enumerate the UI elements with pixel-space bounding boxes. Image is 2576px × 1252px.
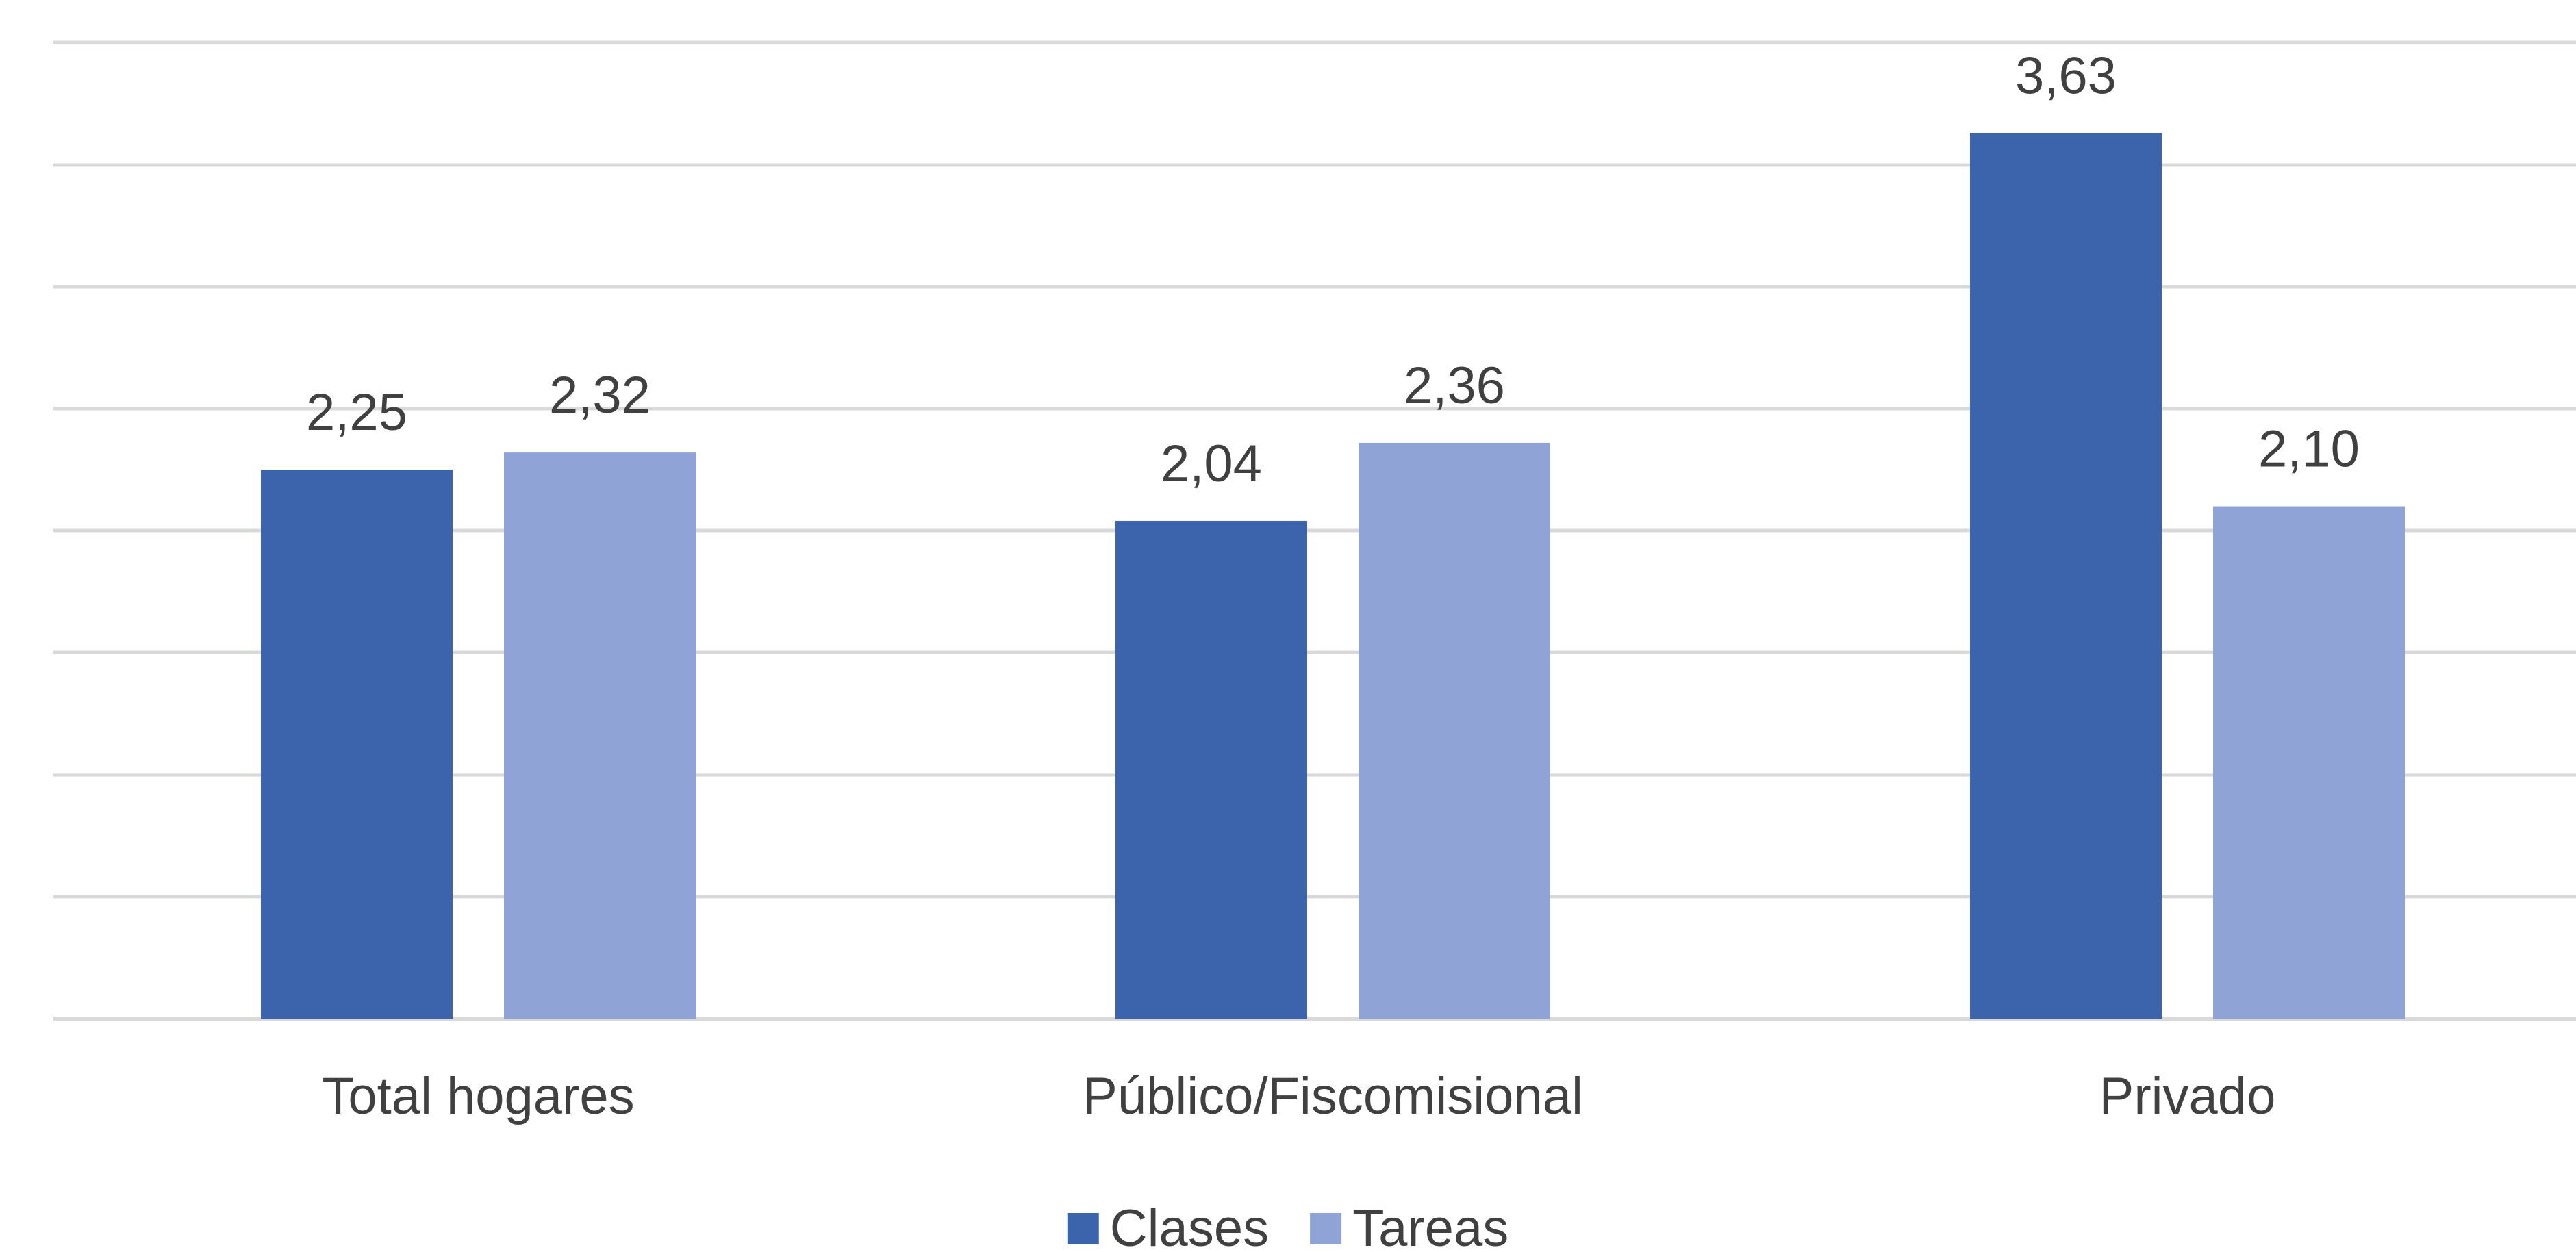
data-label: 2,10	[2258, 420, 2360, 478]
bar-clases-0	[261, 470, 453, 1019]
category-label: Público/Fiscomisional	[1083, 1067, 1583, 1125]
data-label: 3,63	[2015, 47, 2117, 105]
bars	[261, 133, 2405, 1019]
category-label: Privado	[2099, 1067, 2276, 1125]
data-label: 2,32	[549, 366, 651, 424]
bar-clases-1	[1115, 520, 1307, 1019]
bar-clases-2	[1970, 133, 2162, 1019]
bar-tareas-0	[504, 452, 696, 1019]
legend-label-clases: Clases	[1110, 1199, 1269, 1252]
data-labels: 2,25 2,32 2,04 2,36 3,63 2,10	[306, 47, 2360, 493]
bar-tareas-2	[2213, 506, 2405, 1019]
data-label: 2,04	[1161, 435, 1262, 493]
legend-swatch-tareas	[1310, 1213, 1342, 1244]
data-label: 2,36	[1404, 357, 1505, 415]
gridlines	[53, 40, 2576, 1021]
legend-swatch-clases	[1067, 1213, 1099, 1244]
bar-tareas-1	[1359, 442, 1550, 1019]
legend: Clases Tareas	[1067, 1199, 1508, 1252]
data-label: 2,25	[306, 383, 407, 442]
legend-label-tareas: Tareas	[1352, 1199, 1508, 1252]
category-label: Total hogares	[322, 1067, 634, 1125]
category-labels: Total hogares Público/Fiscomisional Privad…	[322, 1067, 2275, 1125]
